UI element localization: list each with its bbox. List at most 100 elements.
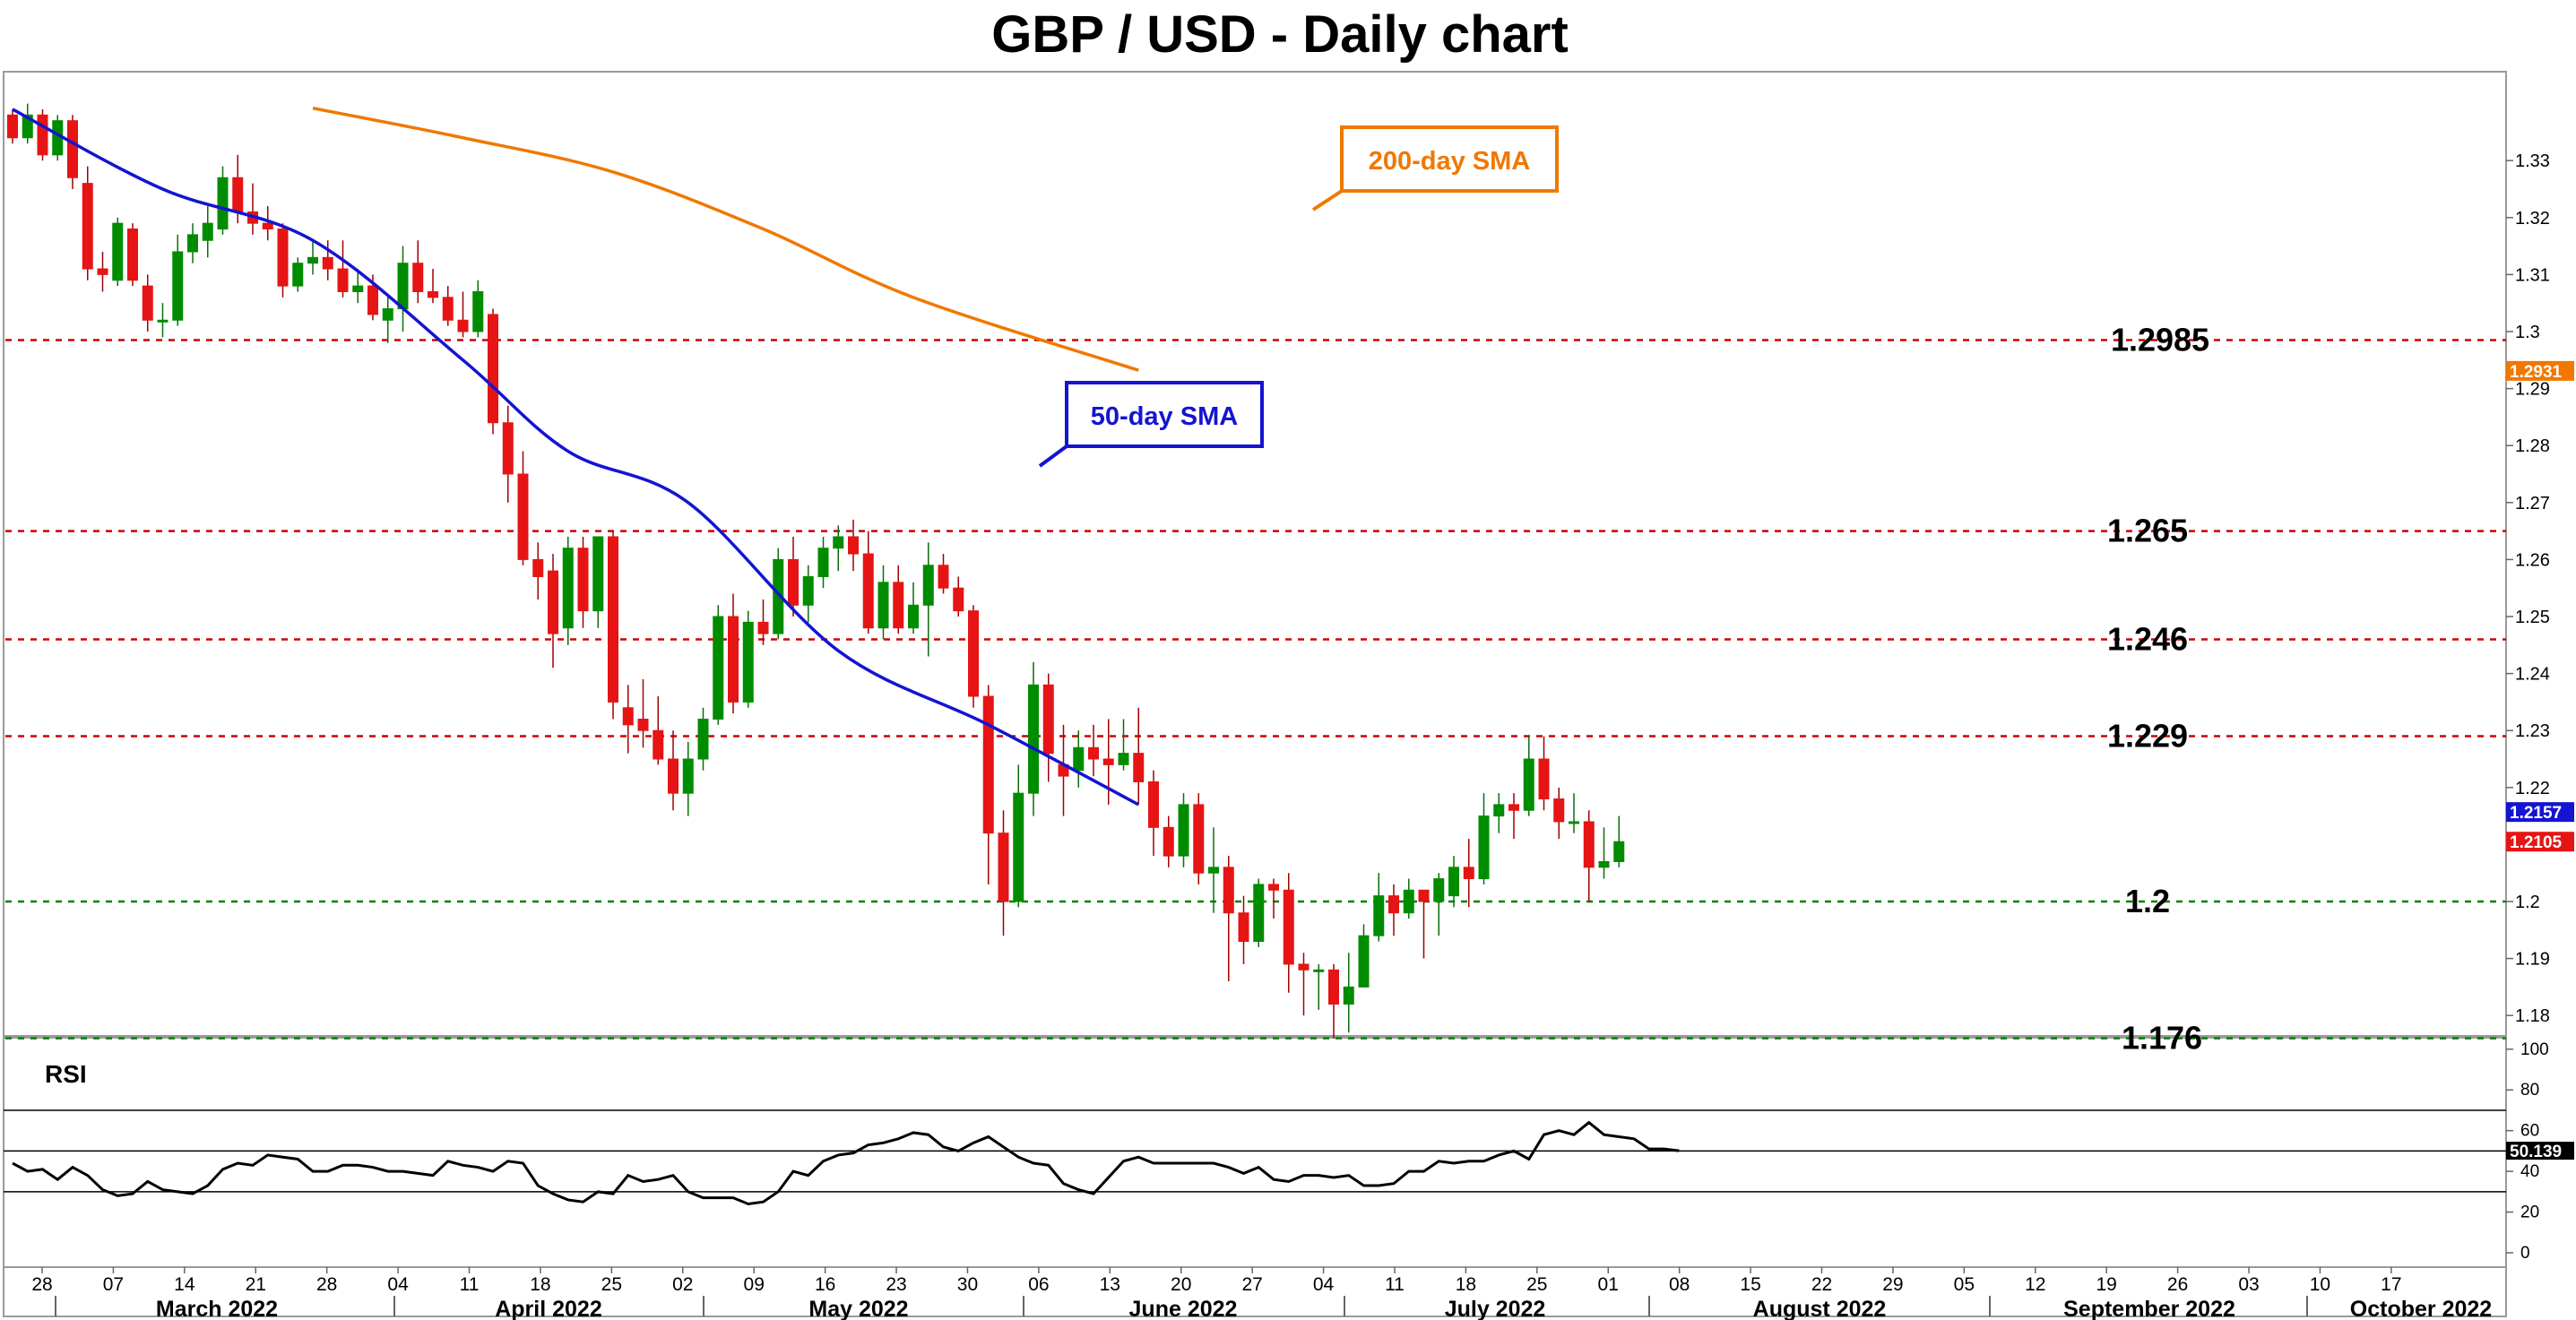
candle [532, 542, 544, 600]
month-label: October 2022 [2350, 1297, 2492, 1320]
candle-body [637, 718, 649, 731]
candle [82, 166, 93, 280]
candle-body [127, 229, 138, 281]
candle-body [1298, 963, 1310, 971]
candle-body [1358, 935, 1370, 988]
candle-body [757, 621, 769, 634]
level-label: 1.2 [2125, 883, 2170, 919]
candle-body [112, 222, 124, 281]
level-label: 1.2985 [2111, 322, 2209, 358]
candle [1328, 963, 1339, 1039]
candle [1298, 953, 1310, 1016]
month-label: June 2022 [1129, 1297, 1238, 1320]
day-tick-label: 01 [1598, 1274, 1619, 1295]
candle-body [728, 616, 739, 703]
candle-body [742, 621, 754, 703]
price-tick-label: 1.25 [2515, 608, 2550, 627]
candle-body [1042, 684, 1054, 755]
candle-body [517, 473, 529, 560]
candle-body [1569, 821, 1579, 824]
sma50-price-tag: 1.2157 [2510, 804, 2562, 823]
price-tick-label: 1.19 [2515, 950, 2550, 970]
candle [998, 810, 1009, 936]
rsi-tick-label: 40 [2520, 1162, 2539, 1181]
candlesticks [7, 103, 1625, 1039]
price-tick-label: 1.3 [2515, 323, 2540, 342]
sma50-callout: 50-day SMA [1038, 381, 1264, 468]
level-label: 1.265 [2107, 513, 2188, 549]
candle [1583, 810, 1595, 902]
day-tick-label: 06 [1028, 1274, 1049, 1295]
candle [1163, 815, 1174, 867]
day-tick-label: 26 [2167, 1274, 2188, 1295]
candle [1238, 895, 1249, 964]
candle [1073, 730, 1085, 788]
candle-body [367, 285, 378, 315]
candle [187, 223, 198, 263]
candle-body [97, 268, 108, 275]
day-tick-label: 07 [103, 1274, 124, 1295]
candle-body [307, 256, 318, 264]
candle [22, 103, 33, 144]
rsi-last-tag-bg [2506, 1142, 2574, 1160]
candle [982, 685, 994, 884]
day-tick-label: 09 [744, 1274, 765, 1295]
candle-body [1268, 884, 1279, 891]
candle-body [968, 610, 979, 697]
candle-body [953, 587, 964, 612]
candle-body [382, 308, 393, 321]
candle [1508, 793, 1519, 840]
candle-body [262, 222, 273, 230]
candle [713, 605, 724, 725]
last-price-tag-bg [2506, 832, 2574, 852]
candle-body [337, 268, 349, 292]
candle-body [82, 183, 93, 270]
candle-body [1088, 746, 1099, 760]
day-tick-label: 28 [316, 1274, 337, 1295]
candle [1148, 770, 1159, 857]
candle [608, 531, 618, 720]
candle-body [1433, 878, 1445, 902]
candle-body [502, 422, 514, 475]
day-tick-label: 15 [1740, 1274, 1760, 1295]
last-price-tag: 1.2105 [2510, 833, 2563, 852]
candle-body [1613, 841, 1625, 862]
candle [1388, 884, 1399, 936]
day-tick-label: 21 [246, 1274, 266, 1295]
day-tick-label: 18 [1456, 1274, 1476, 1295]
candle [1403, 878, 1414, 919]
candle [127, 223, 138, 287]
price-plot-frame [3, 71, 2507, 1037]
candle [1613, 815, 1625, 867]
candle-body [908, 604, 919, 629]
candle [548, 554, 558, 669]
month-label: March 2022 [156, 1297, 278, 1320]
candle-body [1598, 860, 1610, 868]
candle-body [1403, 889, 1414, 914]
candle-body [217, 177, 229, 230]
candle-body [1253, 884, 1265, 943]
candle [1569, 793, 1579, 833]
candle [352, 269, 364, 304]
candle [862, 531, 874, 634]
candle [488, 308, 498, 435]
candle [1463, 839, 1474, 908]
day-tick-label: 17 [2381, 1274, 2401, 1295]
price-tick-label: 1.32 [2515, 209, 2550, 229]
candle [922, 542, 934, 657]
candle [848, 519, 859, 572]
candle-body [682, 758, 694, 794]
candle [337, 240, 349, 298]
candle-body [532, 558, 544, 577]
candle-body [1418, 889, 1430, 902]
candle [1178, 793, 1189, 867]
candle-body [1343, 986, 1354, 1005]
price-tick-label: 1.26 [2515, 550, 2550, 570]
rsi-tick-label: 60 [2520, 1122, 2539, 1141]
candle-body [412, 263, 424, 292]
candle [938, 554, 949, 594]
sma50-price-tag-bg [2506, 802, 2574, 823]
candle-body [1163, 826, 1174, 857]
day-tick-label: 02 [672, 1274, 693, 1295]
candle [382, 297, 393, 343]
